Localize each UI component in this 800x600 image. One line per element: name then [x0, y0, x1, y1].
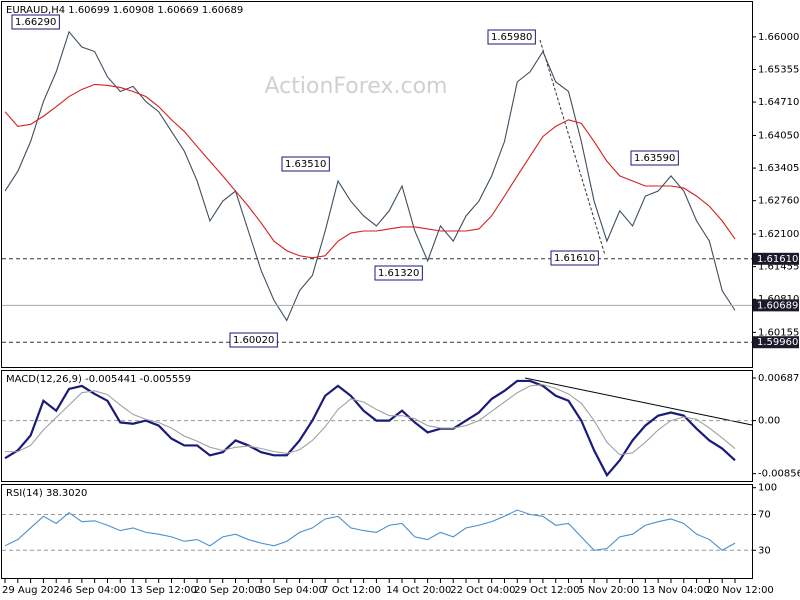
macd-frame: [1, 370, 753, 482]
annotation-label: 1.60020: [233, 335, 274, 346]
annotation-label: 1.63510: [285, 159, 326, 170]
level-tag: [753, 336, 799, 349]
y-tick-label: 0.00: [758, 416, 780, 427]
x-tick-label: 29 Oct 12:00: [514, 585, 579, 596]
y-tick-label: 70: [758, 510, 771, 521]
rsi-frame: [1, 484, 753, 579]
y-tick-label: 100: [758, 483, 777, 494]
annotation-label: 1.61610: [554, 253, 595, 264]
annotation-box: [630, 150, 679, 166]
macd-trend-line: [524, 377, 753, 426]
series-line: [4, 83, 736, 259]
x-tick-label: 6 Sep 04:00: [66, 585, 126, 596]
level-label: 1.59960: [757, 337, 798, 348]
series-line: [4, 379, 736, 478]
annotation-box: [281, 156, 330, 172]
x-tick-label: 29 Aug 2024: [2, 585, 66, 596]
annotation-box: [487, 29, 536, 45]
level-tag: [753, 252, 799, 265]
y-tick-label: 1.65355: [758, 64, 799, 75]
x-tick-label: 13 Nov 04:00: [642, 585, 709, 596]
y-tick-label: 1.64050: [758, 130, 799, 141]
y-tick-label: -0.00856: [758, 469, 800, 480]
level-label: 1.60689: [757, 300, 798, 311]
y-tick-label: 1.66000: [758, 32, 799, 43]
price-frame: [1, 1, 753, 368]
level-label: 1.61610: [757, 254, 798, 265]
x-tick-label: 14 Oct 20:00: [386, 585, 451, 596]
series-line: [4, 509, 736, 551]
y-tick-label: 1.60155: [758, 327, 799, 338]
annotation-label: 1.65980: [491, 32, 532, 43]
price-title: EURAUD,H4 1.60699 1.60908 1.60669 1.6068…: [6, 5, 243, 16]
macd-title: MACD(12,26,9) -0.005441 -0.005559: [6, 374, 191, 385]
watermark: ActionForex.com: [265, 74, 448, 99]
series-line: [5, 384, 736, 456]
x-tick-label: 30 Sep 04:00: [258, 585, 325, 596]
y-tick-label: 1.63405: [758, 163, 799, 174]
x-tick-label: 5 Nov 20:00: [578, 585, 639, 596]
x-tick-label: 20 Nov 12:00: [706, 585, 773, 596]
annotation-label: 1.66290: [15, 17, 56, 28]
annotation-box: [374, 265, 423, 281]
y-tick-label: 1.61455: [758, 262, 799, 273]
level-tag: [753, 299, 799, 312]
y-tick-label: 0.006873: [758, 373, 800, 384]
annotation-label: 1.61320: [378, 268, 419, 279]
x-tick-label: 7 Oct 12:00: [322, 585, 381, 596]
annotation-box: [229, 332, 278, 348]
annotation-label: 1.63590: [634, 153, 675, 164]
trend-line: [539, 39, 606, 256]
rsi-title: RSI(14) 38.3020: [6, 488, 87, 499]
y-tick-label: 1.62100: [758, 229, 799, 240]
x-tick-label: 13 Sep 12:00: [130, 585, 197, 596]
x-tick-label: 22 Oct 04:00: [450, 585, 515, 596]
y-tick-label: 1.62760: [758, 196, 799, 207]
y-tick-label: 1.64710: [758, 97, 799, 108]
y-tick-label: 30: [758, 545, 771, 556]
annotation-box: [550, 250, 599, 266]
x-tick-label: 20 Sep 20:00: [194, 585, 261, 596]
annotation-box: [11, 14, 60, 30]
